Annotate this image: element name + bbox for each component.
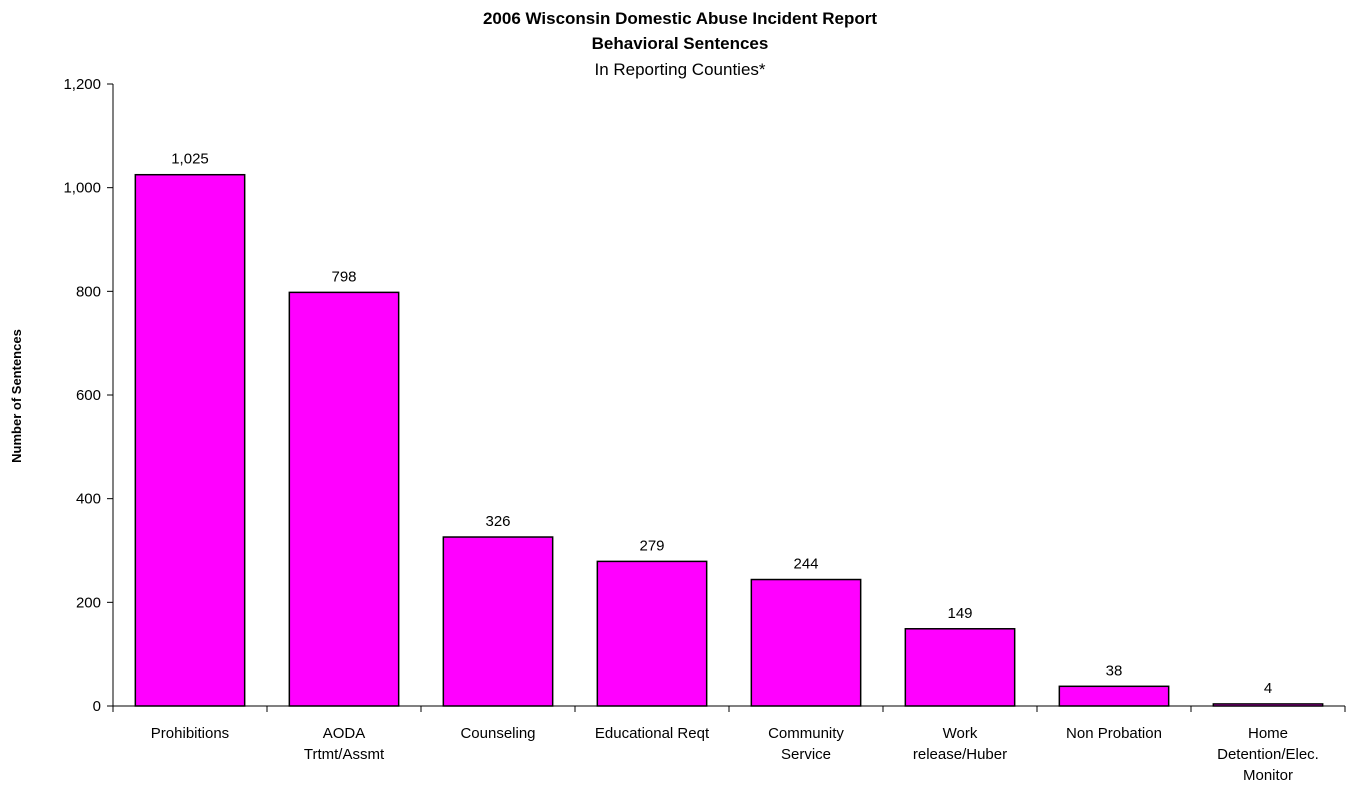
bar bbox=[442, 536, 554, 707]
y-tick-label: 400 bbox=[76, 491, 101, 508]
x-tick-label: Home Detention/Elec. Monitor bbox=[1217, 725, 1319, 784]
chart-subtitle-2: In Reporting Counties* bbox=[594, 60, 765, 79]
x-tick-label: Educational Reqt bbox=[595, 725, 710, 742]
data-label: 279 bbox=[639, 537, 664, 554]
y-tick-label: 800 bbox=[76, 283, 101, 300]
x-tick-label: Non Probation bbox=[1066, 725, 1162, 742]
data-label: 149 bbox=[947, 605, 972, 622]
data-label: 38 bbox=[1106, 662, 1123, 679]
bar bbox=[596, 560, 708, 707]
data-label: 1,025 bbox=[171, 151, 209, 168]
bar bbox=[134, 173, 246, 707]
y-axis-label: Number of Sentences bbox=[9, 329, 24, 463]
data-label: 244 bbox=[793, 556, 818, 573]
data-label: 4 bbox=[1264, 680, 1272, 697]
y-tick-label: 0 bbox=[93, 698, 101, 715]
bar bbox=[1058, 685, 1170, 707]
y-tick-label: 200 bbox=[76, 594, 101, 611]
chart-title: 2006 Wisconsin Domestic Abuse Incident R… bbox=[483, 9, 877, 28]
plot-area: 0 200 400 600 800 1,000 1,200 1,025 Prohibitions… bbox=[63, 76, 1346, 784]
bar bbox=[288, 291, 400, 707]
x-tick-label: Counseling bbox=[460, 725, 535, 742]
y-tick-label: 1,200 bbox=[63, 76, 101, 93]
x-tick-label: Community Service bbox=[768, 725, 844, 763]
y-tick-label: 1,000 bbox=[63, 180, 101, 197]
y-tick-label: 600 bbox=[76, 387, 101, 404]
data-label: 326 bbox=[485, 513, 510, 530]
x-tick-label: Work release/Huber bbox=[913, 725, 1007, 763]
bar bbox=[904, 628, 1016, 707]
chart-subtitle: Behavioral Sentences bbox=[592, 34, 769, 53]
data-label: 798 bbox=[331, 268, 356, 285]
x-tick-label: AODA Trtmt/Assmt bbox=[304, 725, 385, 763]
bar bbox=[1212, 703, 1324, 707]
bar bbox=[750, 578, 862, 707]
x-tick-label: Prohibitions bbox=[151, 725, 229, 742]
